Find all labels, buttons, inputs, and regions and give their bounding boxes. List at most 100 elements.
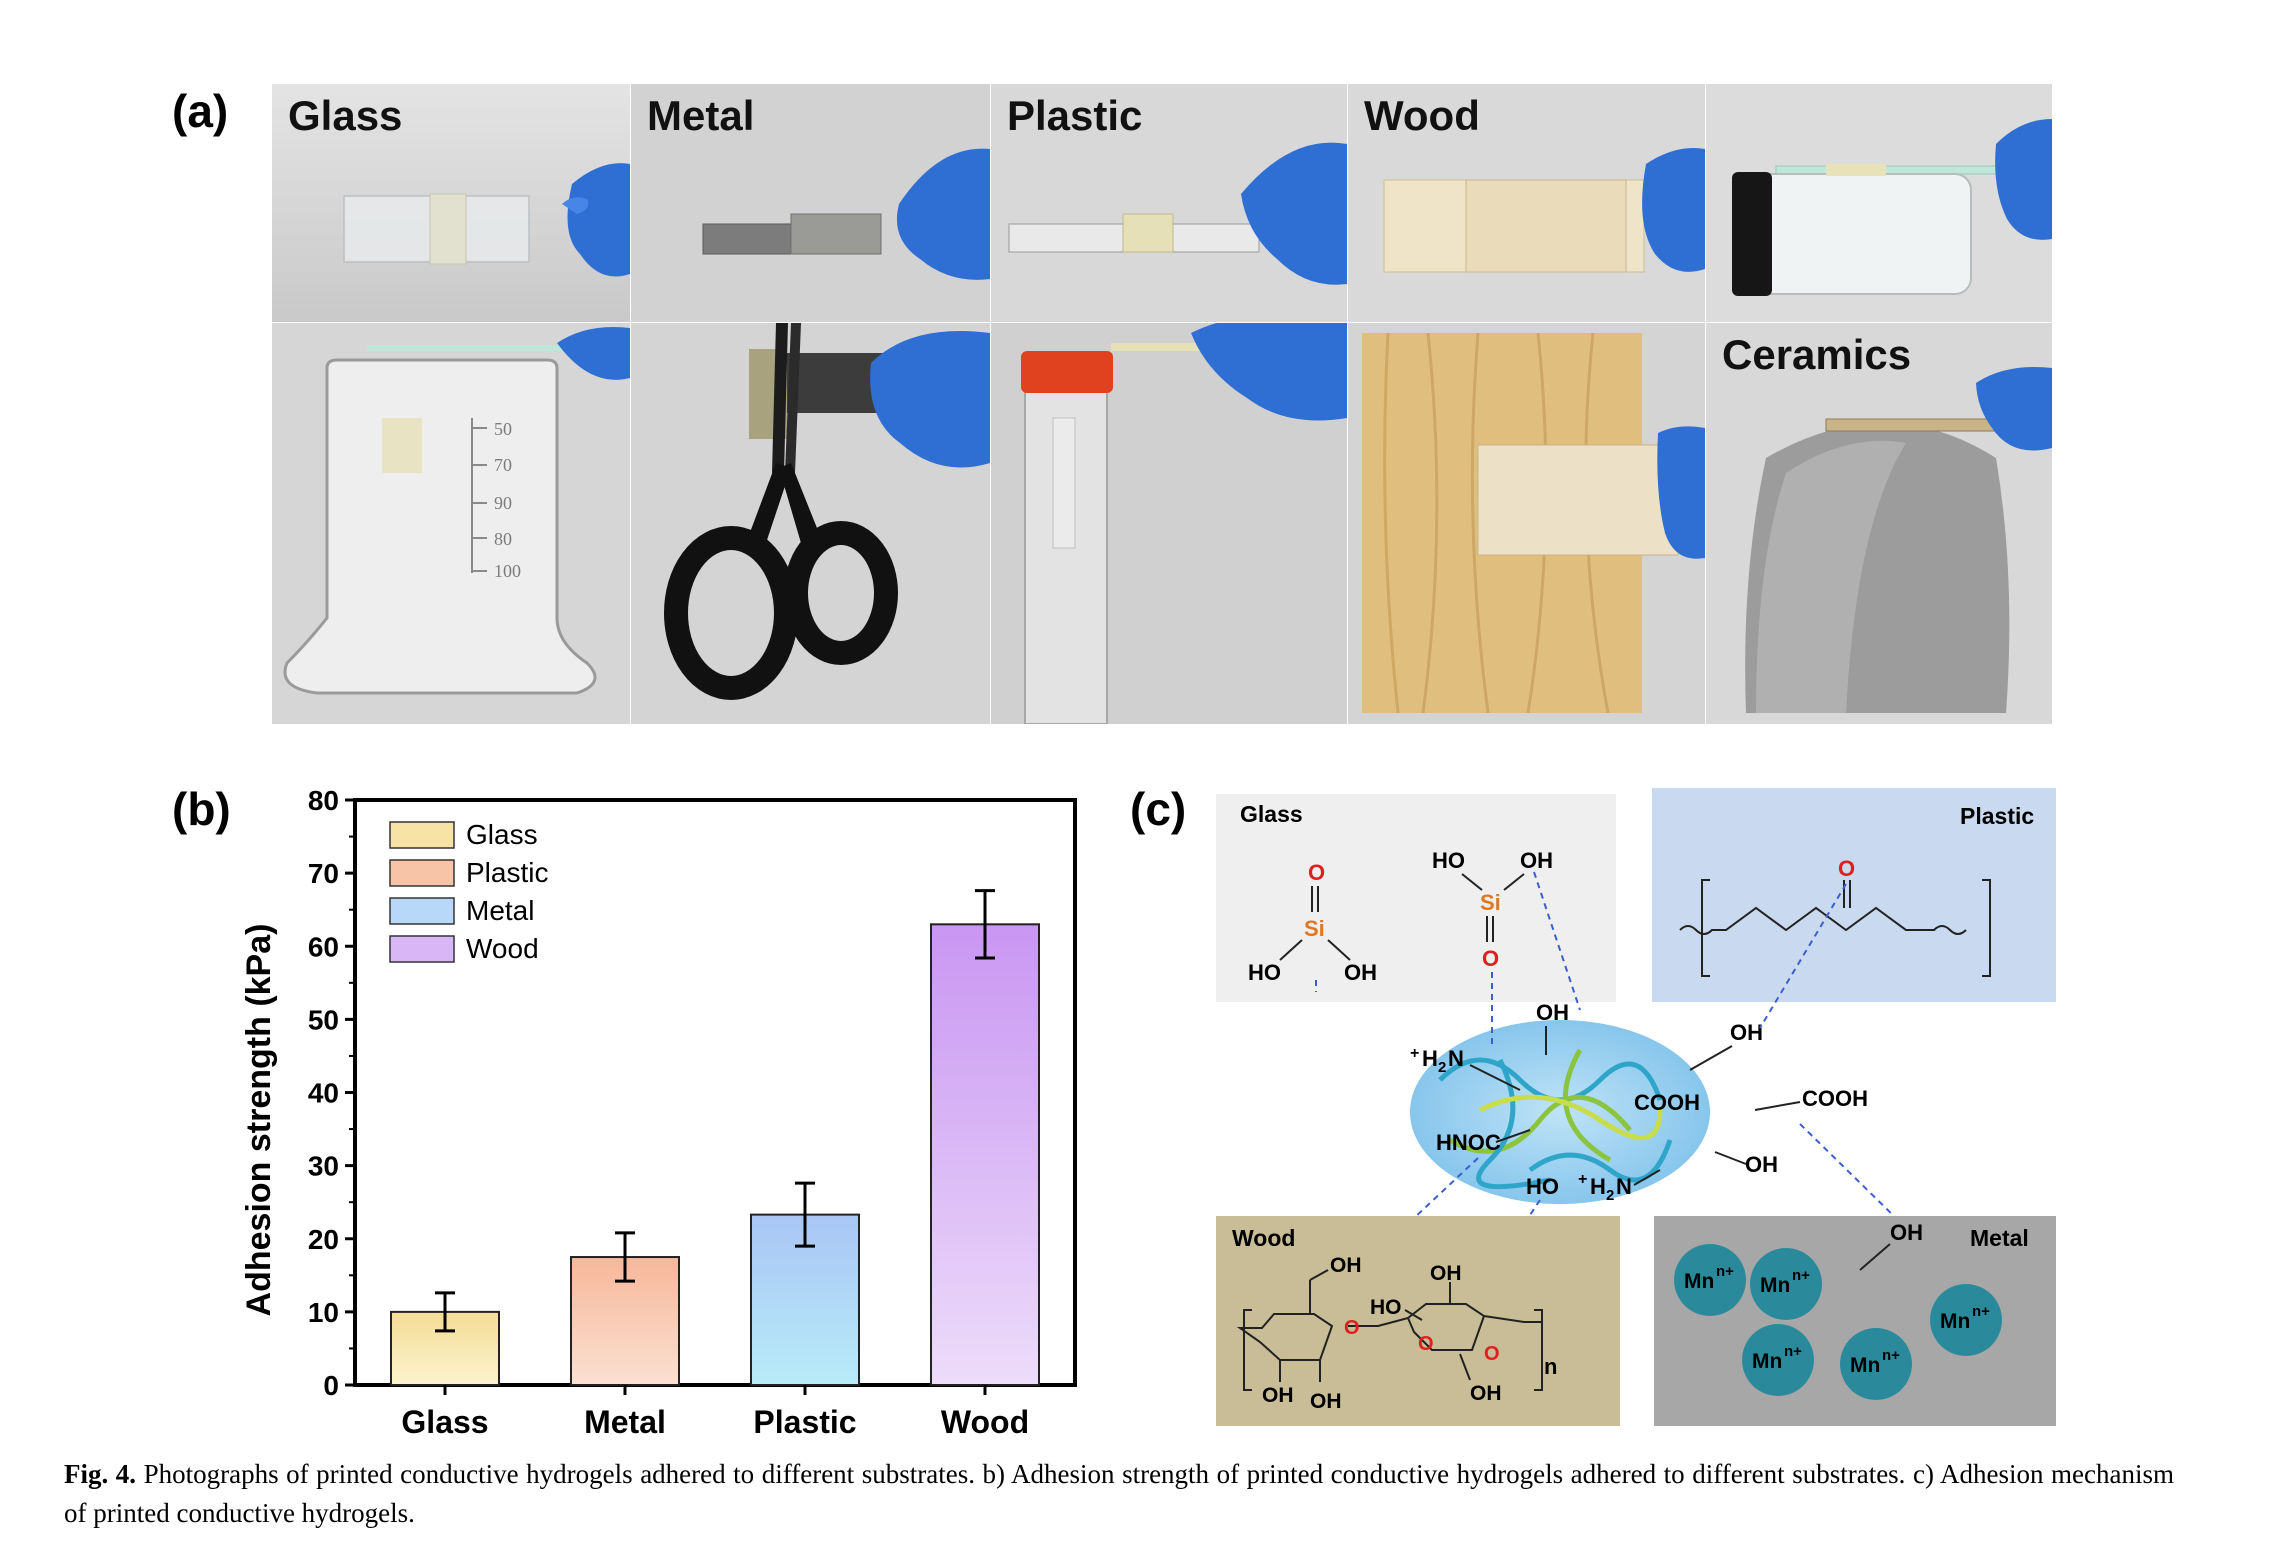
- caption-text: Photographs of printed conductive hydrog…: [64, 1459, 2174, 1528]
- wood-board-photo: [1348, 323, 1705, 724]
- metal-ion-charge-4: n+: [1784, 1343, 1802, 1360]
- y-tick-label: 0: [323, 1370, 339, 1401]
- cell-oh-1: OH: [1330, 1254, 1362, 1277]
- photo-plastic-strip: Plastic: [991, 84, 1347, 322]
- chart-x-ticks: Glass Metal Plastic Wood: [401, 1385, 1029, 1440]
- y-tick-label: 80: [308, 785, 339, 816]
- metal-oh: OH: [1890, 1220, 1923, 1245]
- silanol-right: HO OH Si O: [1432, 848, 1553, 971]
- photo-glass-slide: Glass: [272, 84, 630, 322]
- legend-label-metal: Metal: [466, 895, 534, 926]
- plastic-tube-photo: [991, 323, 1347, 724]
- label-ceramics: Ceramics: [1722, 331, 1912, 378]
- metal-ion-label-5: Mn: [1850, 1354, 1880, 1377]
- panel-a-letter: (a): [172, 85, 229, 137]
- cell-o-ring1: O: [1344, 1317, 1360, 1339]
- wood-box-title: Wood: [1232, 1225, 1295, 1251]
- photo-glass-beaker: 50 70 90 80 100: [272, 323, 630, 724]
- glass-beaker-photo: 50 70 90 80 100: [272, 323, 630, 724]
- cell-ho-1: HO: [1370, 1296, 1402, 1319]
- metal-ion-3: [1930, 1284, 2002, 1356]
- legend-swatch-wood: [389, 935, 455, 963]
- plastic-box-title: Plastic: [1960, 803, 2034, 829]
- legend-label-glass: Glass: [466, 819, 538, 850]
- wood-region: [1216, 1216, 1620, 1426]
- gel-oh-lower: OH: [1745, 1152, 1778, 1177]
- metal-ion-charge-1: n+: [1716, 1263, 1734, 1280]
- cell-o-ring2: O: [1484, 1343, 1500, 1365]
- caption-label: Fig. 4.: [64, 1459, 137, 1489]
- legend-label-wood: Wood: [466, 933, 539, 964]
- silanol-left: O Si HO OH: [1248, 860, 1377, 985]
- gel-h2n-plus-2: +: [1578, 1171, 1587, 1188]
- photo-metal-strip: Metal: [631, 84, 990, 322]
- glass-box-title: Glass: [1240, 801, 1303, 827]
- ketone-o: O: [1838, 856, 1855, 881]
- glass-region: [1216, 794, 1616, 1002]
- adhesion-mechanism-diagram: Glass O Si HO OH HO OH Si O Plastic O OH: [1216, 788, 2056, 1426]
- gel-oh-right: OH: [1730, 1020, 1763, 1045]
- ho-right: HO: [1432, 848, 1465, 873]
- metal-ion-label-3: Mn: [1940, 1310, 1970, 1333]
- beaker-mark-4: 80: [494, 529, 512, 549]
- legend-swatch-glass: [389, 821, 455, 849]
- bar-wood: [930, 923, 1040, 1386]
- chart-bars: [390, 923, 1040, 1386]
- metal-ion-charge-3: n+: [1972, 1303, 1990, 1320]
- label-metal: Metal: [647, 92, 755, 139]
- polyketone-chain: [1679, 879, 1991, 977]
- plastic-region: [1652, 788, 2056, 1002]
- beaker-mark-5: 100: [494, 561, 521, 581]
- gel-oh-top: OH: [1536, 1000, 1569, 1025]
- y-tick-label: 70: [308, 858, 339, 889]
- x-tick-label-plastic: Plastic: [753, 1404, 856, 1440]
- chart-error-bars: [435, 889, 995, 1333]
- gel-hnoc: HNOC: [1436, 1130, 1501, 1155]
- metal-ion-charge-5: n+: [1882, 1347, 1900, 1364]
- oh-right: OH: [1520, 848, 1553, 873]
- si-left: Si: [1304, 916, 1325, 941]
- ceramic-cup-photo: [1706, 323, 2052, 724]
- o-right: O: [1482, 946, 1499, 971]
- gel-cooh-right: COOH: [1802, 1086, 1868, 1111]
- gel-h2n-n-2: N: [1616, 1174, 1632, 1199]
- legend-swatch-metal: [389, 897, 455, 925]
- legend-swatch-plastic: [389, 859, 455, 887]
- cell-oh-5: OH: [1470, 1382, 1502, 1405]
- gel-h2n-h-1: H: [1422, 1046, 1438, 1071]
- gel-h2n-n-1: N: [1448, 1046, 1464, 1071]
- metal-ion-charge-2: n+: [1792, 1267, 1810, 1284]
- cellulose-structure: [1236, 1269, 1543, 1391]
- o-left: O: [1308, 860, 1325, 885]
- gel-h2n-sub-1: 2: [1438, 1059, 1446, 1076]
- metal-ion-label-4: Mn: [1752, 1350, 1782, 1373]
- x-tick-label-wood: Wood: [941, 1404, 1029, 1440]
- gel-h2n-sub-2: 2: [1606, 1187, 1614, 1204]
- cell-n-subscript: n: [1544, 1354, 1557, 1379]
- oh-left: OH: [1344, 960, 1377, 985]
- panel-b-letter: (b): [172, 783, 231, 835]
- photo-plastic-tube: [991, 323, 1347, 724]
- glass-slide-photo: [272, 84, 630, 322]
- label-wood: Wood: [1364, 92, 1480, 139]
- polymer-chains: [1438, 1048, 1673, 1190]
- y-tick-label: 30: [308, 1151, 339, 1182]
- photo-scissors: [631, 323, 990, 724]
- panel-c-letter: (c): [1130, 783, 1187, 835]
- photo-wood-board: [1348, 323, 1705, 724]
- beaker-mark-2: 70: [494, 455, 512, 475]
- photo-wood-strip: Wood: [1348, 84, 1705, 322]
- gel-h2n-h-2: H: [1590, 1174, 1606, 1199]
- gel-cooh-center: COOH: [1634, 1090, 1700, 1115]
- y-tick-label: 40: [308, 1078, 339, 1109]
- chart-y-ticks: 0 10 20 30 40 50 60 70 80: [308, 785, 355, 1401]
- ho-left: HO: [1248, 960, 1281, 985]
- plastic-strip-photo: [991, 84, 1347, 322]
- y-tick-label: 10: [308, 1297, 339, 1328]
- cell-oh-2: OH: [1262, 1384, 1294, 1407]
- photo-grid: Glass Metal Plastic Wood: [272, 84, 2052, 724]
- legend-label-plastic: Plastic: [466, 857, 548, 888]
- y-axis-label: Adhesion strength (kPa): [240, 924, 278, 1317]
- cell-oh-3: OH: [1310, 1390, 1342, 1413]
